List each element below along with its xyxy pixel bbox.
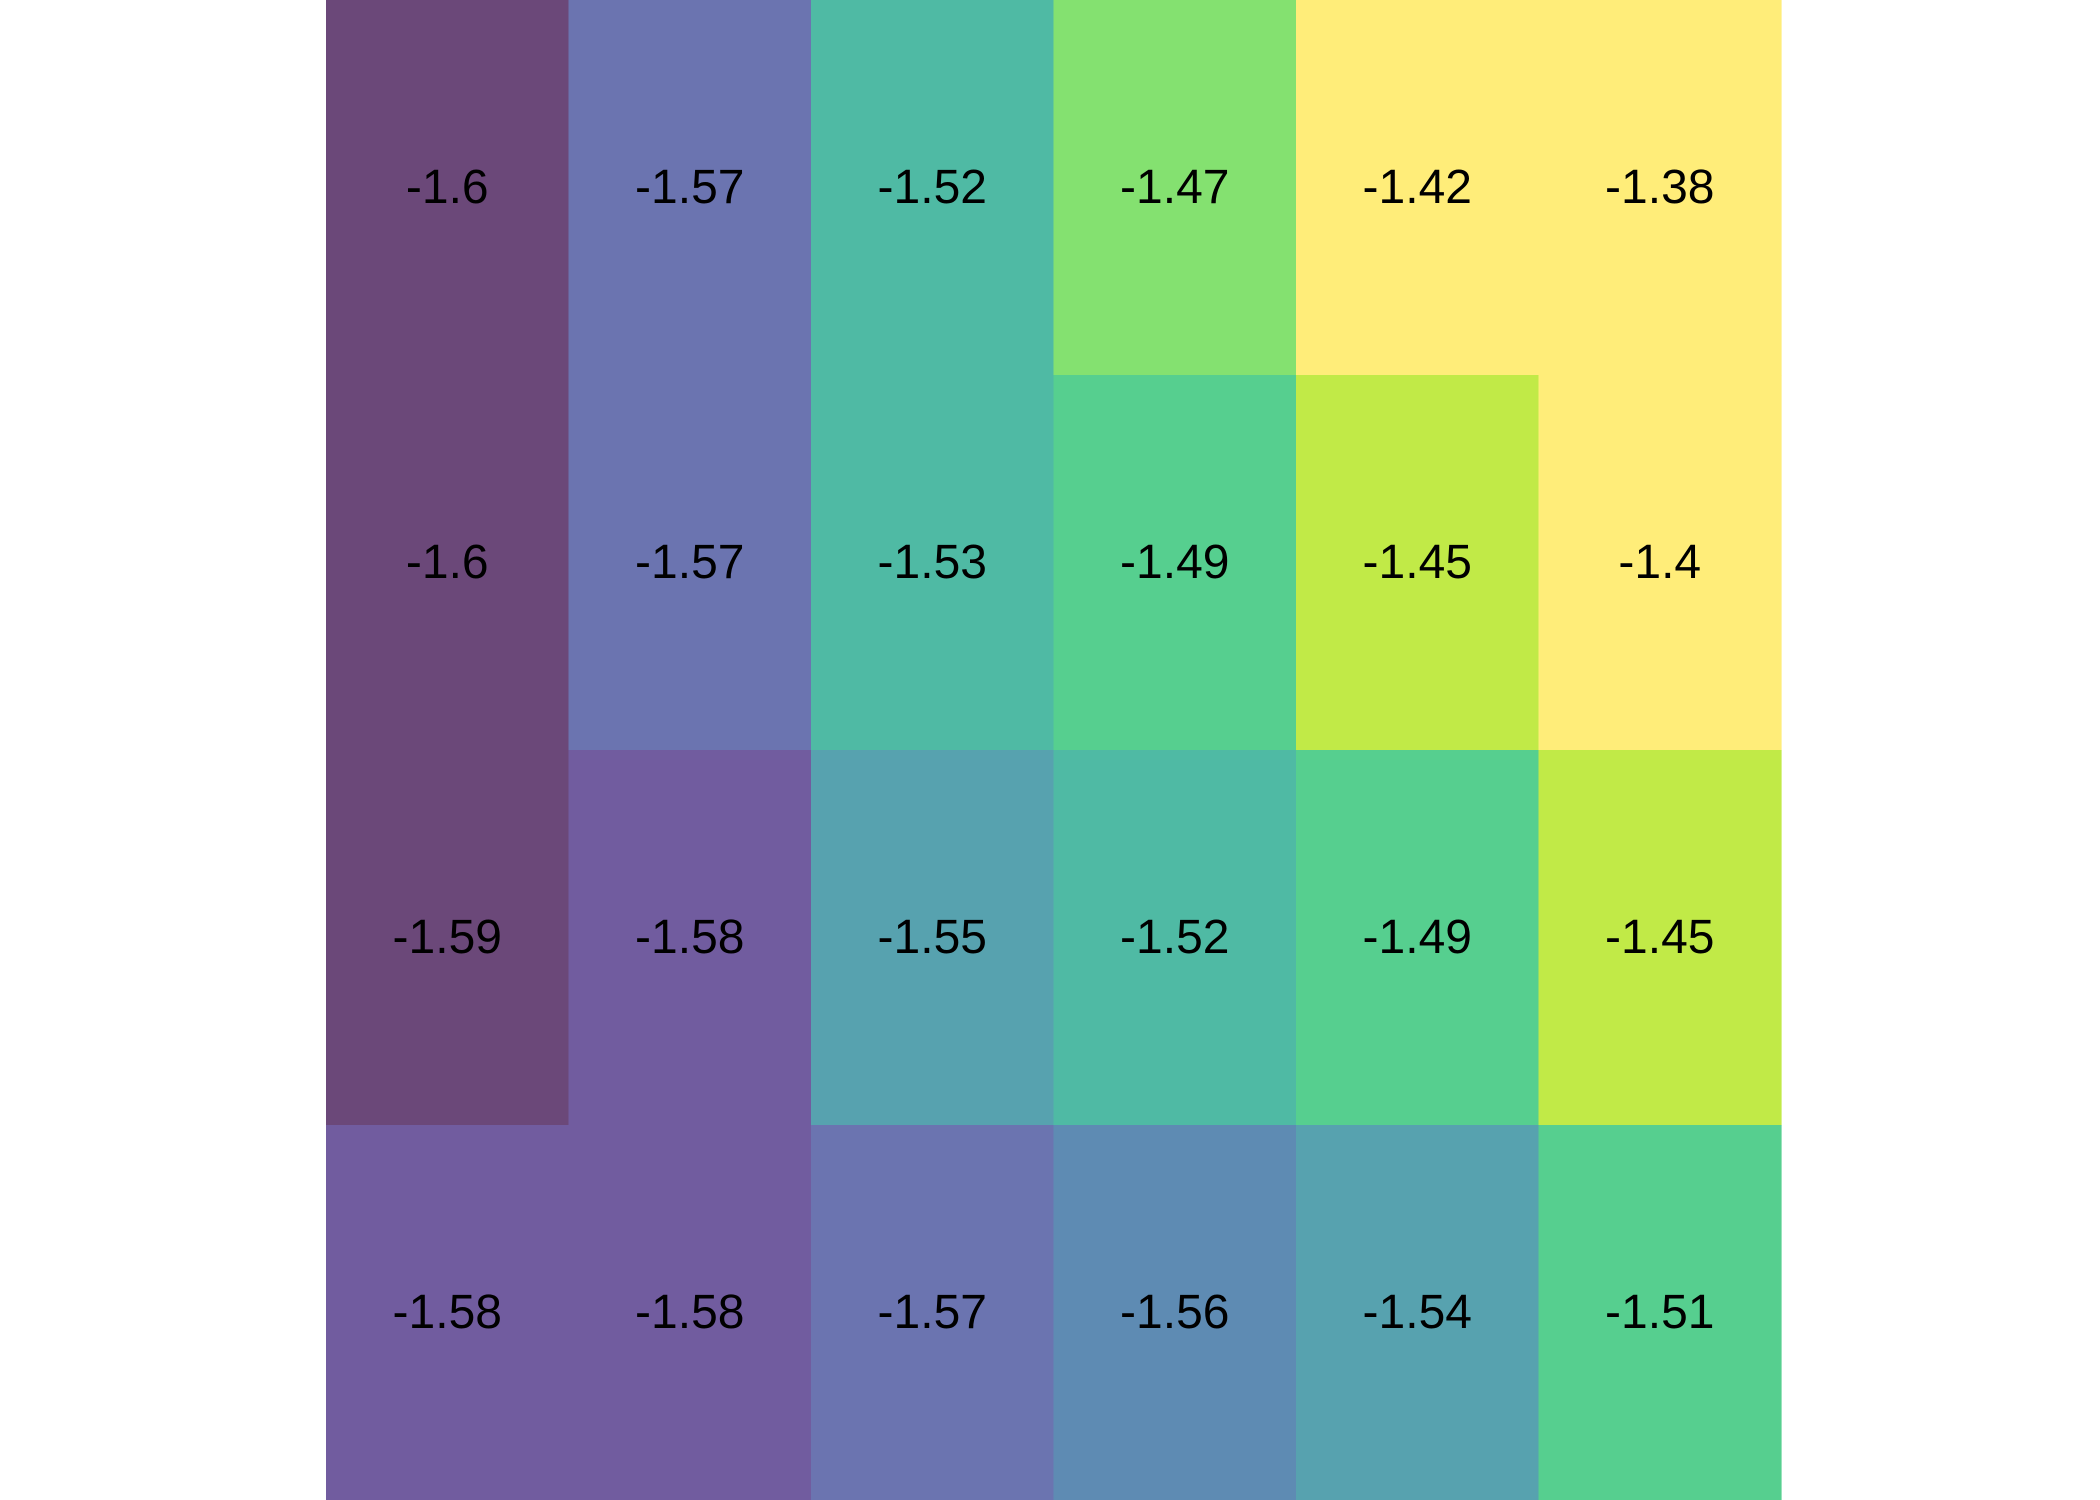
cell-value-label-r0-c2: -1.52 bbox=[878, 161, 987, 214]
heatmap-cell-r3-c3 bbox=[1053, 1125, 1297, 1500]
heatmap-cell-r2-c5 bbox=[1538, 750, 1782, 1126]
heatmap-cell-r1-c4 bbox=[1296, 375, 1540, 751]
cell-value-label-r3-c5: -1.51 bbox=[1605, 1286, 1714, 1339]
heatmap-cell-r3-c4 bbox=[1296, 1125, 1540, 1500]
cell-value-label-r1-c3: -1.49 bbox=[1120, 536, 1229, 589]
cell-value-label-r2-c5: -1.45 bbox=[1605, 911, 1714, 964]
cell-value-label-r0-c3: -1.47 bbox=[1120, 161, 1229, 214]
cell-value-label-r3-c4: -1.54 bbox=[1363, 1286, 1472, 1339]
heatmap-cell-r2-c2 bbox=[811, 750, 1055, 1126]
cell-value-label-r1-c4: -1.45 bbox=[1363, 536, 1472, 589]
cell-value-label-r3-c2: -1.57 bbox=[878, 1286, 987, 1339]
heatmap-cells bbox=[326, 0, 1782, 1500]
cell-value-label-r2-c1: -1.58 bbox=[635, 911, 744, 964]
heatmap-cell-r2-c4 bbox=[1296, 750, 1540, 1126]
heatmap-cell-r1-c1 bbox=[568, 375, 812, 751]
heatmap-cell-r3-c1 bbox=[568, 1125, 812, 1500]
heatmap-cell-r3-c0 bbox=[326, 1125, 570, 1500]
cell-value-label-r2-c2: -1.55 bbox=[878, 911, 987, 964]
heatmap-cell-r3-c2 bbox=[811, 1125, 1055, 1500]
cell-value-label-r1-c2: -1.53 bbox=[878, 536, 987, 589]
cell-value-label-r3-c3: -1.56 bbox=[1120, 1286, 1229, 1339]
cell-value-label-r0-c0: -1.6 bbox=[406, 161, 489, 214]
heatmap-cell-r0-c0 bbox=[326, 0, 570, 376]
cell-value-label-r1-c1: -1.57 bbox=[635, 536, 744, 589]
heatmap-cell-r1-c2 bbox=[811, 375, 1055, 751]
cell-value-label-r0-c1: -1.57 bbox=[635, 161, 744, 214]
cell-value-label-r0-c5: -1.38 bbox=[1605, 161, 1714, 214]
heatmap-cell-r3-c5 bbox=[1538, 1125, 1782, 1500]
heatmap-cell-r0-c1 bbox=[568, 0, 812, 376]
cell-value-label-r2-c4: -1.49 bbox=[1363, 911, 1472, 964]
cell-value-label-r3-c0: -1.58 bbox=[393, 1286, 502, 1339]
heatmap-cell-r1-c0 bbox=[326, 375, 570, 751]
heatmap-cell-r1-c3 bbox=[1053, 375, 1297, 751]
heatmap-cell-r2-c1 bbox=[568, 750, 812, 1126]
heatmap-cell-r2-c0 bbox=[326, 750, 570, 1126]
cell-value-label-r1-c5: -1.4 bbox=[1618, 536, 1701, 589]
heatmap-cell-r0-c2 bbox=[811, 0, 1055, 376]
heatmap-cell-r2-c3 bbox=[1053, 750, 1297, 1126]
cell-value-label-r2-c3: -1.52 bbox=[1120, 911, 1229, 964]
heatmap-labels: -1.6 -1.57 -1.52 -1.47 -1.42 -1.38 -1.6 -1.57 -1… bbox=[393, 161, 1715, 1339]
heatmap-cell-r0-c4 bbox=[1296, 0, 1540, 376]
cell-value-label-r0-c4: -1.42 bbox=[1363, 161, 1472, 214]
heatmap-cell-r1-c5 bbox=[1538, 375, 1782, 751]
heatmap-cell-r0-c5 bbox=[1538, 0, 1782, 376]
cell-value-label-r3-c1: -1.58 bbox=[635, 1286, 744, 1339]
heatmap-cell-r0-c3 bbox=[1053, 0, 1297, 376]
cell-value-label-r2-c0: -1.59 bbox=[393, 911, 502, 964]
cell-value-label-r1-c0: -1.6 bbox=[406, 536, 489, 589]
